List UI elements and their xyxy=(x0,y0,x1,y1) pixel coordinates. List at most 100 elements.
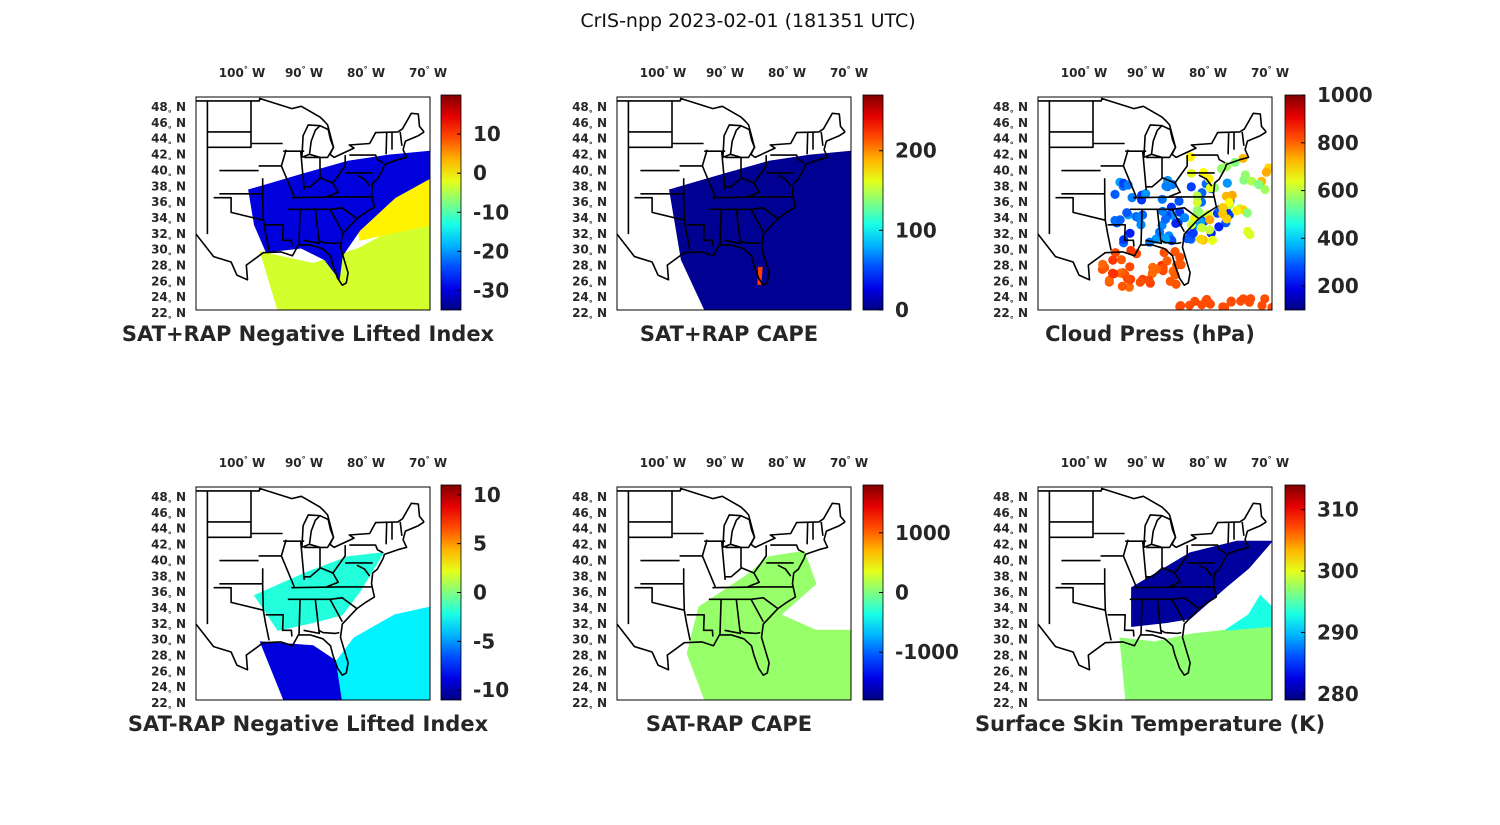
boundary-line xyxy=(1141,151,1147,190)
cloud-point xyxy=(1175,252,1185,262)
map-data-layer xyxy=(196,487,430,700)
map-data-layer xyxy=(617,97,851,310)
boundary-line xyxy=(720,541,726,580)
map-frame xyxy=(616,486,852,701)
cloud-point xyxy=(1117,281,1127,291)
lat-tick-label: 28° N xyxy=(572,649,607,667)
boundary-line xyxy=(770,154,805,164)
boundary-line xyxy=(1191,544,1226,554)
colorbar-tick-label: 5 xyxy=(473,532,487,556)
cloud-point xyxy=(1207,235,1218,245)
boundary-line xyxy=(399,521,403,536)
boundary-line xyxy=(1038,97,1267,159)
boundary-line xyxy=(720,151,726,190)
boundary-line xyxy=(724,599,742,635)
cloud-point xyxy=(1190,296,1200,306)
boundary-line xyxy=(261,568,270,641)
cloud-point xyxy=(1171,279,1181,289)
lat-tick-label: 46° N xyxy=(993,506,1028,524)
cloud-point xyxy=(1174,196,1184,206)
boundary-line xyxy=(1140,599,1143,635)
boundary-line xyxy=(712,586,794,589)
panel-title: Surface Skin Temperature (K) xyxy=(975,712,1325,736)
colorbar-tick-label: -10 xyxy=(473,678,509,702)
map-frame xyxy=(195,96,431,311)
lat-tick-label: 30° N xyxy=(572,633,607,651)
lat-tick-label: 40° N xyxy=(572,163,607,181)
boundary-line xyxy=(686,613,714,637)
data-region-atlantic xyxy=(335,606,430,700)
lat-tick-label: 24° N xyxy=(572,680,607,698)
boundary-line xyxy=(1038,487,1267,549)
cloud-point xyxy=(1115,215,1125,225)
lat-tick-label: 38° N xyxy=(151,569,186,587)
cloud-point xyxy=(1186,220,1197,230)
boundary-line xyxy=(196,487,425,549)
cloud-point xyxy=(1261,167,1271,177)
cloud-point xyxy=(1144,275,1154,285)
chart-panel-1: 100° W 90° W 80° W 70° W 48° N46° N44° N42° … xyxy=(122,65,509,346)
lat-tick-label: 30° N xyxy=(572,243,607,261)
cloud-point xyxy=(1166,202,1176,212)
lat-tick-label: 26° N xyxy=(572,274,607,292)
colorbar-tick-label: -10 xyxy=(473,200,509,224)
boundary-line xyxy=(722,124,742,159)
boundary-line xyxy=(265,224,293,247)
boundary-line xyxy=(196,97,425,159)
boundary-line xyxy=(701,539,717,588)
boundary-line xyxy=(326,572,340,588)
boundary-line xyxy=(299,541,305,580)
boundary-line xyxy=(1168,572,1181,588)
cloud-point xyxy=(1226,296,1236,306)
colorbar-tick-label: 800 xyxy=(1317,131,1359,155)
boundary-line xyxy=(739,629,761,635)
lon-tick-label: 90° W xyxy=(706,455,744,470)
boundary-line xyxy=(304,156,321,188)
map-data-layer xyxy=(617,487,851,700)
lat-tick-label: 42° N xyxy=(993,148,1028,166)
panel-title: Cloud Press (hPa) xyxy=(1045,322,1255,346)
lon-tick-label: 70° W xyxy=(830,455,868,470)
lon-tick-label: 80° W xyxy=(1189,65,1227,80)
lat-tick-label: 28° N xyxy=(151,259,186,277)
lon-tick-label: 100° W xyxy=(219,65,265,80)
cloud-point xyxy=(1260,184,1270,195)
lat-tick-label: 26° N xyxy=(572,664,607,682)
boundary-line xyxy=(617,97,846,159)
lat-tick-label: 24° N xyxy=(993,290,1028,308)
boundary-line xyxy=(1145,599,1163,635)
cloud-point xyxy=(1104,275,1114,285)
boundary-line xyxy=(1198,174,1213,187)
cloud-point xyxy=(1218,203,1228,213)
cloud-point xyxy=(1162,256,1172,266)
boundary-line xyxy=(326,182,340,198)
boundary-line xyxy=(291,196,373,199)
boundary-line xyxy=(318,629,340,635)
panel-title: SAT+RAP CAPE xyxy=(640,322,818,346)
boundary-line xyxy=(1107,613,1135,637)
boundary-line xyxy=(213,586,264,611)
lon-tick-label: 100° W xyxy=(640,455,686,470)
boundary-line xyxy=(385,521,388,545)
cloud-point xyxy=(1123,274,1133,284)
lat-tick-label: 34° N xyxy=(993,211,1028,229)
boundary-line xyxy=(196,521,425,677)
cloud-point xyxy=(1109,269,1119,279)
boundary-line xyxy=(1171,208,1186,233)
data-region-swath xyxy=(686,550,851,700)
lat-tick-label: 22° N xyxy=(572,306,607,324)
cloud-point xyxy=(1116,255,1126,265)
boundary-line xyxy=(1122,149,1138,198)
boundary-line xyxy=(719,209,722,245)
lat-tick-label: 26° N xyxy=(993,274,1028,292)
colorbar-tick-label: 310 xyxy=(1317,498,1359,522)
boundary-line xyxy=(750,208,765,233)
lat-tick-label: 46° N xyxy=(572,116,607,134)
lat-tick-label: 46° N xyxy=(572,506,607,524)
boundary-line xyxy=(301,124,321,159)
lat-tick-label: 44° N xyxy=(151,132,186,150)
lat-tick-label: 44° N xyxy=(572,132,607,150)
boundary-line xyxy=(777,174,792,187)
boundary-line xyxy=(1038,131,1267,287)
chart-panel-6: 100° W 90° W 80° W 70° W 48° N46° N44° N42° … xyxy=(975,455,1359,736)
